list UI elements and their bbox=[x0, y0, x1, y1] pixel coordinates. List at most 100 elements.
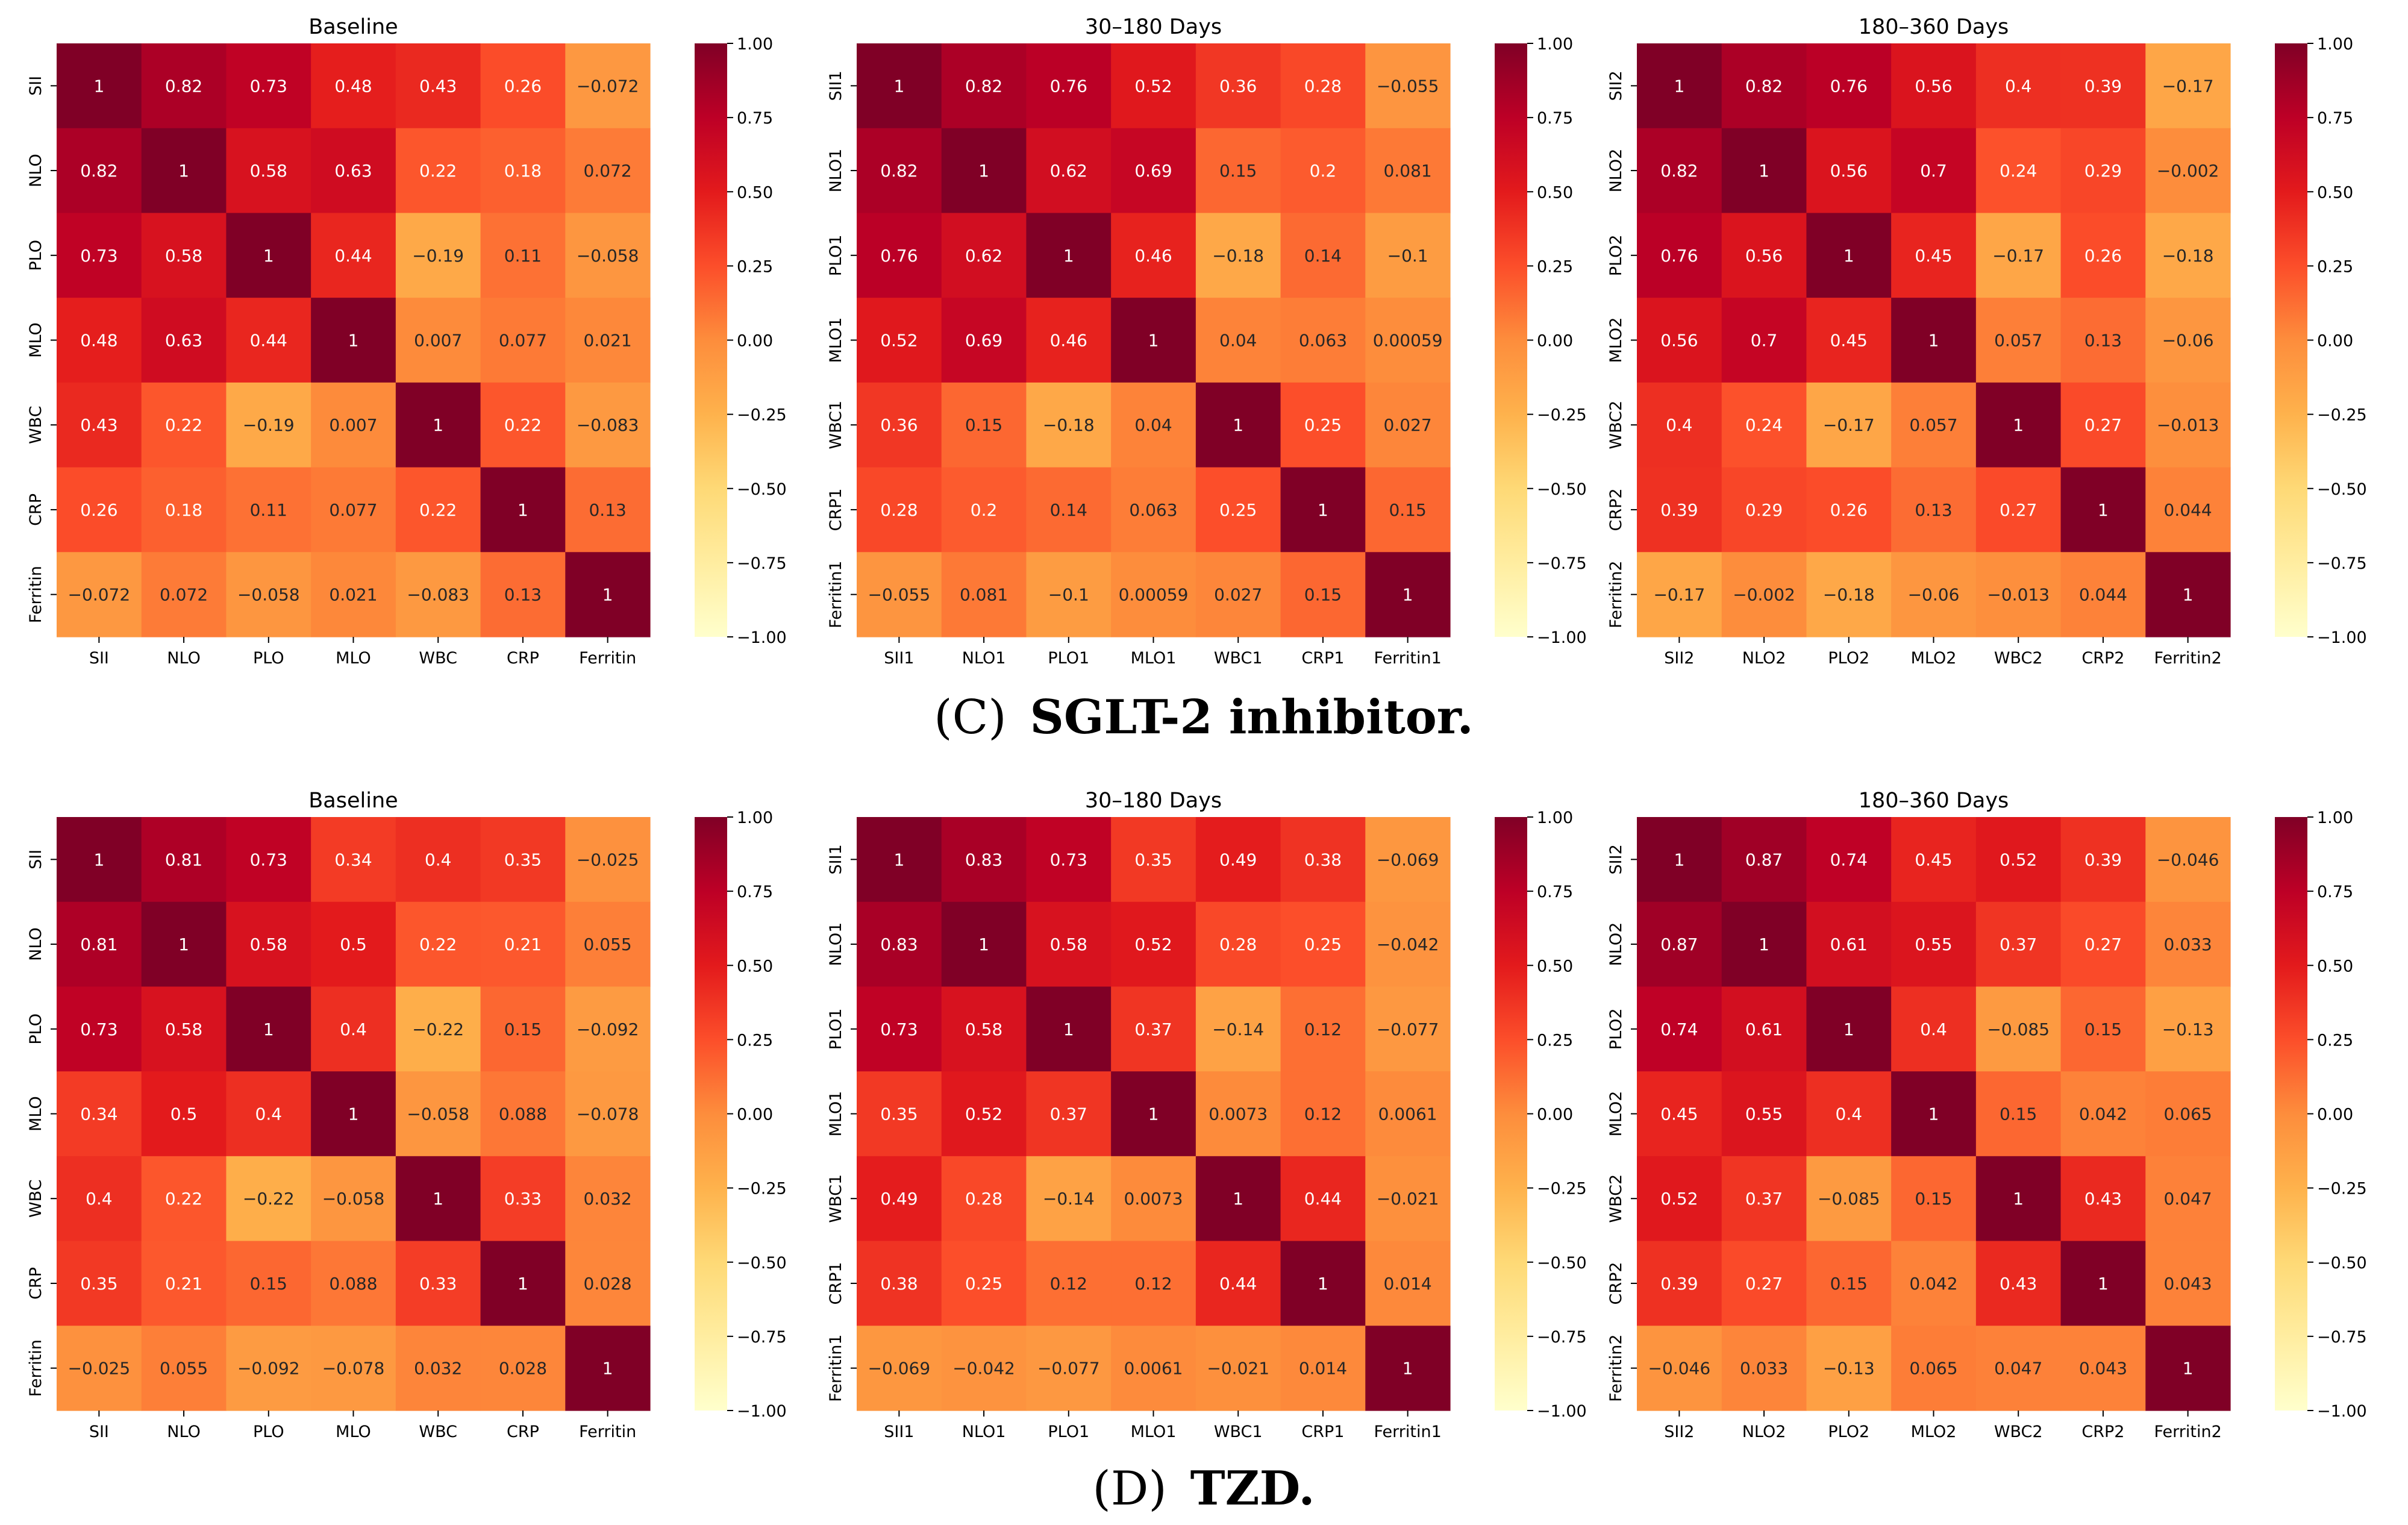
x-tick-label: NLO2 bbox=[1742, 1423, 1786, 1441]
cell-label: 0.7 bbox=[1920, 161, 1947, 181]
cell-label: 0.82 bbox=[1745, 76, 1783, 96]
heatmap-cell bbox=[226, 128, 311, 214]
y-tick-label: Ferritin2 bbox=[1607, 561, 1625, 628]
cell-label: 0.065 bbox=[1909, 1359, 1957, 1379]
cell-label: 0.4 bbox=[86, 1189, 113, 1209]
heatmap-cell bbox=[1365, 901, 1451, 988]
heatmap-cell bbox=[1891, 467, 1977, 553]
cell-label: 0.014 bbox=[1384, 1274, 1432, 1294]
heatmap-cell bbox=[1891, 986, 1977, 1072]
heatmap-cell bbox=[941, 1241, 1027, 1326]
cell-label: 1 bbox=[93, 850, 104, 869]
cell-label: −0.085 bbox=[1818, 1189, 1880, 1209]
heatmap-cell bbox=[480, 43, 566, 129]
heatmap-cell bbox=[2060, 552, 2146, 637]
heatmap-cell bbox=[480, 552, 566, 637]
y-tick-label: MLO1 bbox=[827, 1091, 845, 1137]
cell-label: 0.34 bbox=[80, 1104, 117, 1124]
cell-label: 1 bbox=[1844, 246, 1854, 266]
heatmap-cell bbox=[2145, 552, 2231, 637]
heatmap-cell bbox=[941, 467, 1027, 553]
heatmap-cell bbox=[2145, 1326, 2231, 1411]
cell-label: 0.12 bbox=[1050, 1274, 1087, 1294]
heatmap-cell bbox=[2060, 817, 2146, 903]
cell-label: 1 bbox=[1844, 1019, 1854, 1039]
cell-label: 1 bbox=[2183, 585, 2194, 605]
x-tick-label: CRP2 bbox=[2081, 649, 2124, 668]
cell-label: 0.34 bbox=[334, 850, 372, 869]
cell-label: 0.52 bbox=[1134, 76, 1172, 96]
heatmap-cell bbox=[1806, 43, 1892, 129]
cell-label: 0.22 bbox=[419, 500, 457, 520]
heatmap-cell bbox=[565, 467, 651, 553]
cell-label: −0.22 bbox=[412, 1019, 464, 1039]
cell-label: 0.5 bbox=[340, 935, 367, 954]
heatmap-cell bbox=[2060, 1156, 2146, 1242]
cell-label: 0.62 bbox=[1050, 161, 1087, 181]
cell-label: 1 bbox=[1148, 1104, 1159, 1124]
heatmap-c-3: 180–360 Days 1 0.82 0.76 0.56 0.4 0.39 −0.17 0.8… bbox=[1607, 15, 2367, 668]
heatmap-cell bbox=[395, 1241, 481, 1326]
cell-label: 0.043 bbox=[2164, 1274, 2212, 1294]
y-tick-label: SII1 bbox=[827, 844, 845, 874]
heatmap-cell bbox=[2145, 1156, 2231, 1242]
x-tick-label: WBC bbox=[419, 1423, 457, 1441]
cell-label: −0.058 bbox=[577, 246, 639, 266]
cell-label: 0.45 bbox=[1915, 246, 1952, 266]
heatmap-cell bbox=[1721, 128, 1807, 214]
cell-label: 0.37 bbox=[1745, 1189, 1783, 1209]
heatmap-cell bbox=[1195, 552, 1281, 637]
colorbar-tick-label: −1.00 bbox=[737, 1402, 787, 1421]
cell-label: 0.13 bbox=[2084, 331, 2122, 351]
cell-label: 0.15 bbox=[1389, 500, 1426, 520]
heatmap-title: Baseline bbox=[308, 15, 398, 39]
cell-label: 0.63 bbox=[165, 331, 202, 351]
heatmap-d-2: 30–180 Days 1 0.83 0.73 0.35 0.49 0.38 −0.069 0.… bbox=[827, 789, 1587, 1441]
heatmap-cell bbox=[141, 43, 227, 129]
y-tick-label: Ferritin1 bbox=[827, 561, 845, 628]
heatmap-cell bbox=[1806, 1326, 1892, 1411]
caption-d: (D) TZD. bbox=[1092, 1461, 1315, 1516]
heatmap-cell bbox=[1721, 467, 1807, 553]
heatmap-cell bbox=[1637, 817, 1722, 903]
cell-label: 1 bbox=[433, 415, 443, 435]
heatmap-cell bbox=[311, 467, 396, 553]
heatmap-cell bbox=[1975, 1156, 2062, 1242]
x-tick-label: Ferritin1 bbox=[1374, 649, 1442, 668]
heatmap-cell bbox=[1637, 1326, 1722, 1411]
heatmap-cell bbox=[565, 128, 651, 214]
cell-label: 0.0061 bbox=[1378, 1104, 1437, 1124]
cell-label: 0.065 bbox=[2164, 1104, 2212, 1124]
heatmap-cell bbox=[480, 382, 566, 468]
x-tick-label: SII bbox=[89, 649, 109, 668]
heatmap-cell bbox=[1280, 1326, 1366, 1411]
cell-label: 0.76 bbox=[1830, 76, 1868, 96]
heatmap-cell bbox=[480, 1326, 566, 1411]
cell-label: 0.063 bbox=[1129, 500, 1177, 520]
cell-label: −0.18 bbox=[1212, 246, 1264, 266]
cell-label: 1 bbox=[1063, 1019, 1074, 1039]
heatmap-cell bbox=[1975, 1241, 2062, 1326]
heatmap-cell bbox=[565, 298, 651, 383]
heatmap-cell bbox=[565, 552, 651, 637]
heatmap-cell bbox=[2060, 1071, 2146, 1157]
cell-label: 0.047 bbox=[2164, 1189, 2212, 1209]
cell-label: 1 bbox=[893, 76, 904, 96]
heatmap-cell bbox=[1637, 901, 1722, 988]
heatmap-cell bbox=[1195, 467, 1281, 553]
y-tick-label: NLO2 bbox=[1607, 922, 1625, 966]
cell-label: −0.06 bbox=[2162, 331, 2214, 351]
colorbar-tick-label: −0.25 bbox=[737, 1180, 787, 1198]
cell-label: 0.48 bbox=[334, 76, 372, 96]
cell-label: 0.44 bbox=[334, 246, 372, 266]
cell-label: 0.4 bbox=[1836, 1104, 1863, 1124]
heatmap-cell bbox=[57, 43, 142, 129]
cell-label: −0.055 bbox=[868, 585, 931, 605]
heatmap-cell bbox=[1195, 1156, 1281, 1242]
heatmap-cell bbox=[1891, 1326, 1977, 1411]
colorbar-tick-label: 1.00 bbox=[1537, 35, 1573, 54]
colorbar-tick-label: 0.75 bbox=[737, 109, 773, 128]
heatmap-cell bbox=[1806, 901, 1892, 988]
colorbar-tick-label: 0.50 bbox=[1537, 957, 1573, 975]
